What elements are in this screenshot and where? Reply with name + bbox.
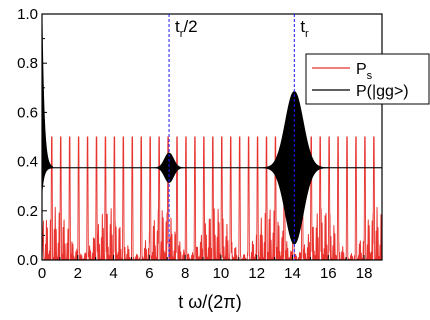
y-tick-label: 0.8 [17, 55, 38, 72]
annotation-suffix: /2 [183, 17, 197, 36]
y-tick-label: 0.6 [17, 104, 38, 121]
x-tick-label: 18 [356, 265, 373, 282]
x-tick-label: 4 [109, 265, 117, 282]
annotation-sub: r [180, 28, 184, 40]
x-tick-label: 6 [145, 265, 153, 282]
y-tick-label: 1.0 [17, 6, 38, 23]
legend-label-1: P(|gg>) [356, 83, 409, 100]
annotation-main: t [175, 17, 180, 36]
axes: 0 2 4 6 8 10 12 14 16 18 0.0 0.2 0.4 0.6 0.8 1.0 [17, 6, 383, 282]
x-tick-label: 12 [248, 265, 265, 282]
series-ps-line [42, 136, 382, 260]
legend-label-sub: s [367, 70, 373, 82]
y-tick-label: 0.4 [17, 154, 38, 171]
legend-label-0: Ps [356, 61, 373, 82]
x-tick-label: 0 [38, 265, 46, 282]
x-axis-label: t ω/(2π) [178, 292, 241, 312]
annotation-main: t [300, 17, 305, 36]
legend-label-main: P(|gg>) [356, 83, 409, 100]
y-tick-label: 0.2 [17, 203, 38, 220]
x-tick-label: 16 [320, 265, 337, 282]
plot-area [42, 14, 382, 260]
x-tick-label: 8 [181, 265, 189, 282]
x-tick-label: 10 [213, 265, 230, 282]
annotation-label-1: tr [300, 17, 309, 40]
annotation-sub: r [305, 28, 309, 40]
y-tick-label: 0.0 [17, 252, 38, 269]
annotation-label-0: tr/2 [175, 17, 198, 40]
legend: PsP(|gg>) [305, 53, 430, 105]
x-tick-label: 2 [74, 265, 82, 282]
legend-box [305, 53, 430, 105]
legend-label-main: P [356, 61, 367, 78]
annotations: tr/2 tr [168, 14, 309, 260]
x-tick-label: 14 [284, 265, 301, 282]
